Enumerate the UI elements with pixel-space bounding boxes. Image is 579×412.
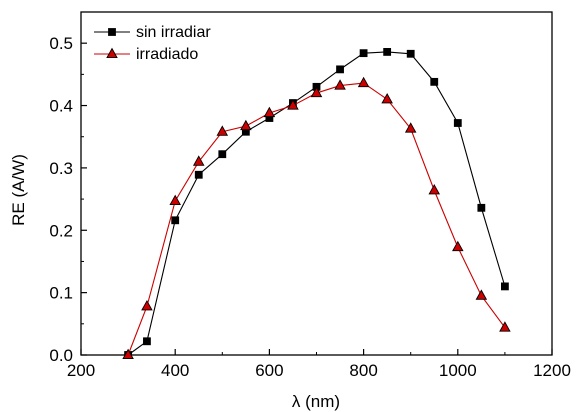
data-point	[263, 106, 276, 118]
data-point	[216, 125, 229, 136]
legend-item: irradiado	[94, 46, 198, 63]
data-point	[499, 321, 511, 332]
data-point	[406, 49, 415, 58]
x-tick-label: 400	[161, 361, 189, 380]
axis-ticks	[80, 42, 553, 356]
legend-item: sin irradiar	[94, 24, 211, 41]
y-tick-label: 0.3	[49, 159, 73, 178]
data-point	[404, 122, 417, 133]
y-tick-label: 0.2	[49, 221, 73, 240]
data-point	[357, 76, 370, 88]
legend-label: sin irradiar	[136, 24, 211, 41]
data-point	[359, 49, 368, 58]
data-point	[218, 150, 227, 159]
data-point	[310, 86, 323, 98]
x-tick-label: 600	[255, 361, 283, 380]
data-point	[122, 348, 134, 360]
data-point	[336, 65, 344, 74]
y-tick-label: 0.4	[49, 97, 73, 116]
data-point	[141, 300, 153, 311]
y-tick-label: 0.0	[49, 346, 73, 365]
tick-labels: 200 400 600 800 1000 1200 0.0 0.1 0.2 0.3 0.4 0.5	[49, 34, 571, 380]
legend-label: irradiado	[136, 46, 198, 63]
data-point	[171, 216, 180, 225]
legend-marker	[106, 47, 118, 59]
series-layer	[122, 48, 511, 360]
series-line	[127, 51, 506, 356]
data-point	[452, 240, 464, 252]
data-point	[169, 194, 181, 206]
x-tick-label: 1200	[533, 361, 571, 380]
data-point	[194, 170, 203, 179]
data-point	[453, 119, 462, 127]
x-tick-label: 200	[67, 361, 95, 380]
plot-frame	[80, 11, 553, 356]
x-tick-label: 800	[349, 361, 377, 380]
x-tick-label: 1000	[439, 361, 477, 380]
axes-frame	[80, 11, 553, 356]
data-point	[287, 99, 299, 110]
data-point	[500, 282, 509, 291]
data-point	[381, 92, 393, 104]
data-point	[334, 79, 346, 90]
data-point	[475, 289, 488, 300]
data-point	[477, 203, 486, 212]
data-point	[428, 184, 441, 195]
y-tick-label: 0.5	[49, 34, 73, 53]
legend-marker	[108, 28, 116, 36]
series-line	[127, 82, 506, 356]
series-2	[122, 76, 511, 360]
data-point	[430, 77, 439, 86]
data-point	[240, 119, 252, 131]
legend: sin irradiar irradiado	[94, 24, 211, 63]
data-point	[143, 337, 151, 346]
y-tick-label: 0.1	[49, 284, 73, 303]
data-point	[383, 48, 392, 56]
x-axis-title: λ (nm)	[292, 392, 340, 411]
y-axis-title: RE (A/W)	[9, 154, 28, 226]
data-point	[192, 155, 205, 166]
